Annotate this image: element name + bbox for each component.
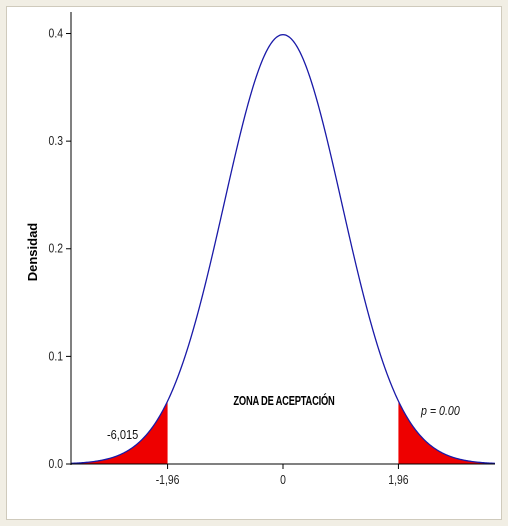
annotation-left-value: -6,015 xyxy=(107,427,139,442)
x-tick-label: 1,96 xyxy=(388,473,409,487)
density-curve xyxy=(70,34,496,464)
y-tick-label: 0.3 xyxy=(49,134,64,148)
y-tick-label: 0.2 xyxy=(49,242,63,256)
rejection-area-right xyxy=(398,401,495,464)
density-chart: 0.0 0.1 0.2 0.3 0.4 -1,96 0 1,96 Densidad -6,015 Z… xyxy=(25,12,496,487)
annotation-p-value: p = 0.00 xyxy=(420,403,460,418)
y-axis-label: Densidad xyxy=(25,223,40,282)
rejection-area-left xyxy=(71,401,168,464)
x-tick-label: -1,96 xyxy=(156,473,180,487)
y-tick-label: 0.0 xyxy=(49,457,64,471)
annotation-acceptance-zone: ZONA DE ACEPTACIÓN xyxy=(233,394,334,409)
y-tick-label: 0.4 xyxy=(49,26,64,40)
chart-panel: 0.0 0.1 0.2 0.3 0.4 -1,96 0 1,96 Densidad -6,015 Z… xyxy=(6,6,502,520)
x-tick-label: 0 xyxy=(280,473,286,487)
y-tick-label: 0.1 xyxy=(49,349,63,363)
